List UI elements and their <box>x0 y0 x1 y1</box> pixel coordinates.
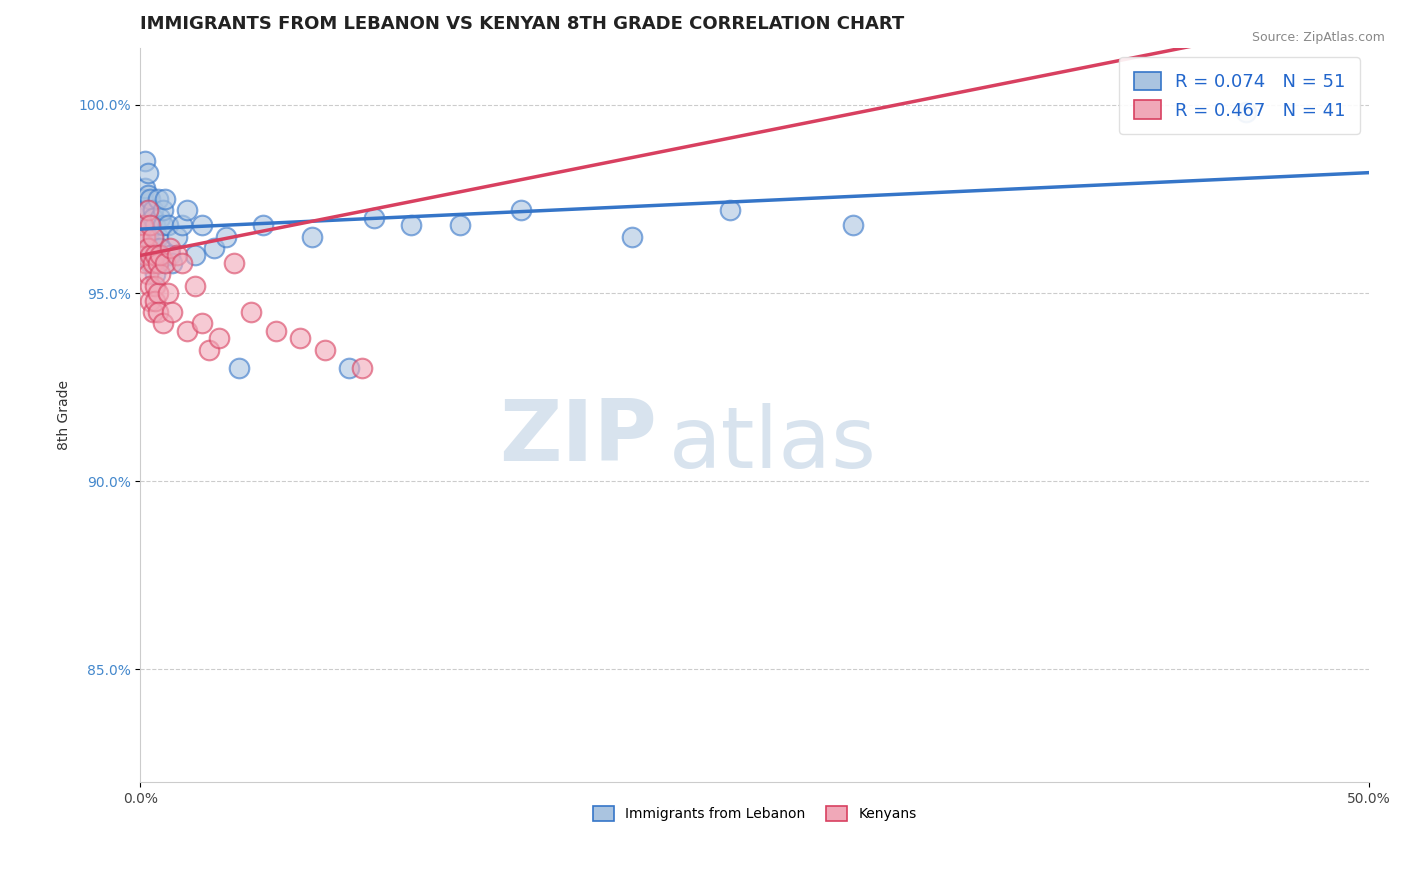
Point <box>132 203 155 218</box>
Point <box>191 219 214 233</box>
Point <box>134 256 156 270</box>
Point <box>1234 105 1257 120</box>
Point <box>240 305 263 319</box>
Point <box>153 256 176 270</box>
Point <box>143 278 166 293</box>
Point <box>264 324 287 338</box>
Point <box>162 305 184 319</box>
Point <box>183 248 205 262</box>
Point <box>215 229 238 244</box>
Point <box>139 293 162 308</box>
Point <box>143 219 166 233</box>
Point <box>136 166 159 180</box>
Text: atlas: atlas <box>669 403 877 486</box>
Point <box>143 248 166 262</box>
Point <box>153 192 176 206</box>
Point <box>156 219 179 233</box>
Point <box>143 241 166 255</box>
Text: Source: ZipAtlas.com: Source: ZipAtlas.com <box>1251 31 1385 45</box>
Point <box>139 256 162 270</box>
Point <box>136 267 159 281</box>
Y-axis label: 8th Grade: 8th Grade <box>58 380 72 450</box>
Point <box>842 219 865 233</box>
Point <box>337 361 360 376</box>
Point <box>399 219 422 233</box>
Point <box>132 192 155 206</box>
Point <box>620 229 643 244</box>
Point <box>149 241 172 255</box>
Point <box>134 154 156 169</box>
Point <box>152 203 174 218</box>
Point <box>208 331 231 345</box>
Point <box>363 211 385 225</box>
Point <box>156 286 179 301</box>
Point <box>143 293 166 308</box>
Point <box>142 229 165 244</box>
Point <box>143 267 166 281</box>
Point <box>134 219 156 233</box>
Point <box>136 241 159 255</box>
Point <box>166 229 188 244</box>
Point <box>139 248 162 262</box>
Point <box>228 361 250 376</box>
Point <box>134 180 156 194</box>
Point <box>139 219 162 233</box>
Point <box>146 256 169 270</box>
Point <box>132 237 155 252</box>
Point <box>350 361 373 376</box>
Point <box>222 256 245 270</box>
Point <box>136 203 159 218</box>
Point <box>159 241 181 255</box>
Point <box>252 219 274 233</box>
Point <box>718 203 741 218</box>
Point <box>202 241 225 255</box>
Point <box>149 248 172 262</box>
Point <box>172 256 194 270</box>
Point <box>136 203 159 218</box>
Point <box>139 192 162 206</box>
Point <box>136 188 159 202</box>
Point <box>301 229 323 244</box>
Point <box>176 324 198 338</box>
Point <box>172 219 194 233</box>
Point <box>149 267 172 281</box>
Point <box>139 241 162 255</box>
Point <box>198 343 221 357</box>
Point <box>290 331 312 345</box>
Point <box>149 211 172 225</box>
Point <box>191 316 214 330</box>
Point <box>146 256 169 270</box>
Point <box>134 229 156 244</box>
Point <box>142 203 165 218</box>
Point <box>142 229 165 244</box>
Point <box>510 203 533 218</box>
Point <box>146 192 169 206</box>
Point <box>166 248 188 262</box>
Point <box>142 256 165 270</box>
Text: IMMIGRANTS FROM LEBANON VS KENYAN 8TH GRADE CORRELATION CHART: IMMIGRANTS FROM LEBANON VS KENYAN 8TH GR… <box>141 15 904 33</box>
Point <box>139 278 162 293</box>
Point <box>142 248 165 262</box>
Legend: Immigrants from Lebanon, Kenyans: Immigrants from Lebanon, Kenyans <box>588 801 922 827</box>
Point <box>139 248 162 262</box>
Point <box>146 229 169 244</box>
Point <box>132 219 155 233</box>
Point <box>152 219 174 233</box>
Point <box>136 229 159 244</box>
Point <box>139 219 162 233</box>
Point <box>142 211 165 225</box>
Point <box>152 316 174 330</box>
Point <box>142 305 165 319</box>
Point <box>146 305 169 319</box>
Point <box>176 203 198 218</box>
Text: ZIP: ZIP <box>499 396 657 479</box>
Point <box>183 278 205 293</box>
Point <box>162 256 184 270</box>
Point <box>314 343 336 357</box>
Point <box>159 248 181 262</box>
Point <box>146 286 169 301</box>
Point <box>134 248 156 262</box>
Point <box>449 219 471 233</box>
